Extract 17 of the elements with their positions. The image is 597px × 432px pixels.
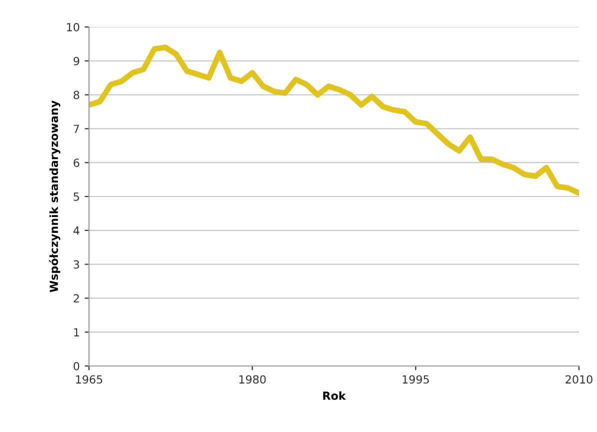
y-tick-label: 6 [74,158,80,167]
y-tick-label: 5 [74,192,79,201]
y-tick-label: 0 [74,362,80,370]
x-axis-title: Rok [323,391,346,400]
x-tick-label: 1965 [76,375,102,384]
y-tick-label: 4 [73,226,80,235]
y-tick-label: 8 [74,90,80,100]
x-tick-label: 1980 [239,375,266,384]
y-tick-label: 7 [74,124,80,133]
y-tick-label: 3 [74,260,80,269]
x-tick-label: 1995 [402,375,429,384]
y-tick-label: 10 [67,22,80,32]
y-axis-title: Współczynnik standaryzowany [48,100,60,292]
y-tick-label: 1 [74,328,79,336]
x-tick-label: 2010 [566,375,592,384]
y-tick-label: 2 [74,294,79,302]
y-tick-label: 9 [74,56,80,66]
